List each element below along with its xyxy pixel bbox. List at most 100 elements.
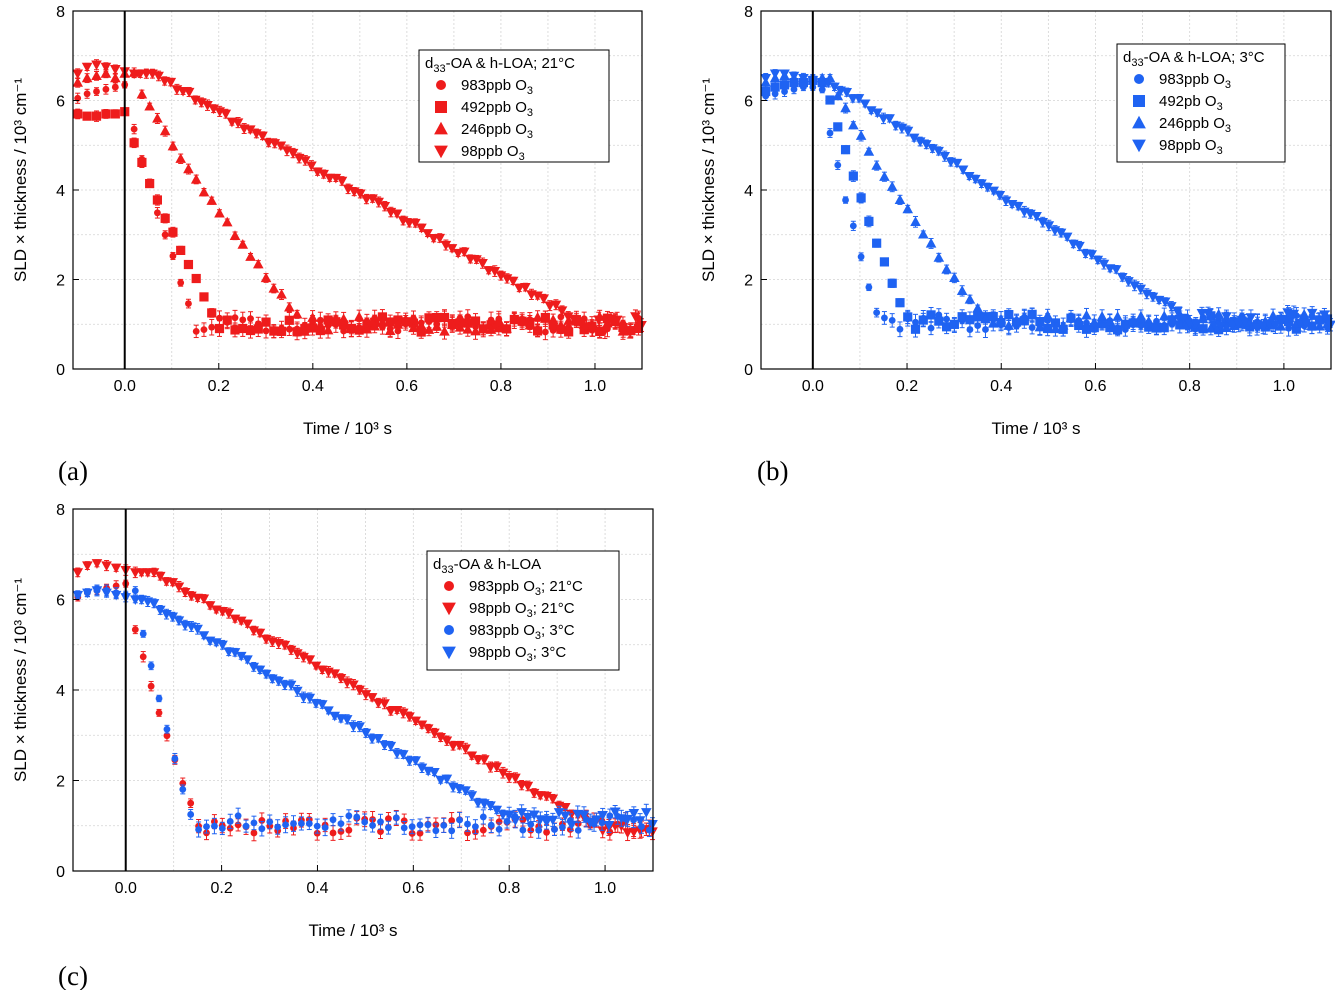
data-point [101, 561, 112, 572]
data-point [422, 229, 433, 239]
data-point [298, 652, 309, 663]
data-point [575, 318, 586, 329]
data-point [460, 744, 471, 755]
x-tick-label: 0.8 [490, 378, 512, 395]
data-point [934, 316, 944, 326]
data-point [110, 72, 121, 83]
data-point [290, 820, 297, 827]
y-tick-label: 2 [56, 273, 65, 290]
data-point [284, 315, 294, 325]
data-point [130, 125, 138, 133]
data-point [1081, 309, 1092, 320]
data-point [313, 822, 321, 830]
legend-entry-label: 98ppb O3 [461, 143, 525, 163]
data-point [1061, 232, 1073, 243]
data-point [881, 314, 888, 322]
x-tick-label: 1.0 [1273, 378, 1295, 395]
data-point [568, 315, 580, 325]
data-point [994, 190, 1006, 201]
data-point [254, 665, 266, 676]
legend-marker [436, 80, 446, 90]
data-point [72, 69, 83, 80]
data-point [321, 824, 329, 832]
y-tick-label: 0 [744, 362, 753, 379]
data-point [540, 313, 551, 323]
data-point [895, 298, 905, 308]
data-point [464, 820, 471, 828]
y-tick-label: 8 [56, 502, 65, 519]
data-point [404, 712, 415, 723]
data-point [581, 322, 592, 333]
data-point [781, 88, 788, 95]
data-point [1113, 325, 1123, 335]
data-point [169, 252, 177, 260]
data-point [1003, 320, 1015, 330]
data-point [1141, 289, 1153, 300]
data-point [101, 109, 111, 119]
data-point [305, 820, 313, 827]
data-point [840, 145, 851, 155]
data-point [1123, 277, 1134, 287]
data-point [1151, 322, 1162, 333]
x-tick-label: 0.8 [498, 880, 520, 897]
data-point [1065, 312, 1077, 322]
data-point [634, 816, 646, 826]
data-point [609, 807, 621, 818]
data-point [1239, 317, 1251, 328]
data-point [943, 315, 951, 323]
data-point [176, 245, 186, 255]
data-point [927, 144, 938, 154]
data-point [528, 810, 540, 821]
data-point [91, 70, 102, 81]
data-point [1057, 319, 1069, 330]
data-point [556, 306, 568, 316]
data-point [307, 312, 318, 322]
data-point [1147, 292, 1159, 303]
data-point [1306, 308, 1318, 319]
data-point [136, 88, 148, 99]
data-point [152, 195, 163, 205]
data-point [562, 312, 574, 323]
data-point [154, 209, 161, 217]
data-point [198, 631, 210, 641]
data-point [1215, 321, 1226, 332]
data-point [199, 292, 209, 302]
data-point [446, 319, 458, 329]
data-point [598, 819, 606, 827]
data-point [217, 640, 228, 651]
data-point [921, 140, 932, 150]
data-point [584, 817, 596, 828]
data-point [956, 285, 968, 296]
data-point [1159, 323, 1169, 333]
data-point [292, 327, 302, 337]
data-point [485, 801, 496, 812]
data-point [1055, 228, 1067, 239]
data-point [448, 817, 456, 824]
data-point [1166, 302, 1177, 312]
data-point [377, 828, 384, 836]
data-point [153, 71, 164, 82]
data-point [790, 85, 798, 93]
data-point [154, 571, 166, 582]
data-point [101, 588, 112, 599]
x-tick-label: 0.2 [208, 378, 230, 395]
data-point [435, 775, 446, 786]
data-point [110, 109, 120, 119]
data-point [298, 820, 305, 827]
data-point [361, 818, 369, 826]
data-point [509, 312, 520, 322]
data-point [238, 323, 248, 334]
data-point [630, 312, 641, 322]
data-point [1098, 259, 1110, 270]
data-point [1288, 309, 1300, 320]
data-point [161, 231, 169, 239]
data-point [910, 216, 921, 226]
data-point [354, 685, 365, 696]
data-point [834, 161, 842, 169]
data-point [964, 293, 976, 304]
data-point [591, 815, 602, 826]
data-point [373, 734, 384, 744]
legend-entry-label: 98ppb O3 [1159, 137, 1223, 157]
data-point [190, 173, 202, 184]
data-point [840, 102, 851, 113]
